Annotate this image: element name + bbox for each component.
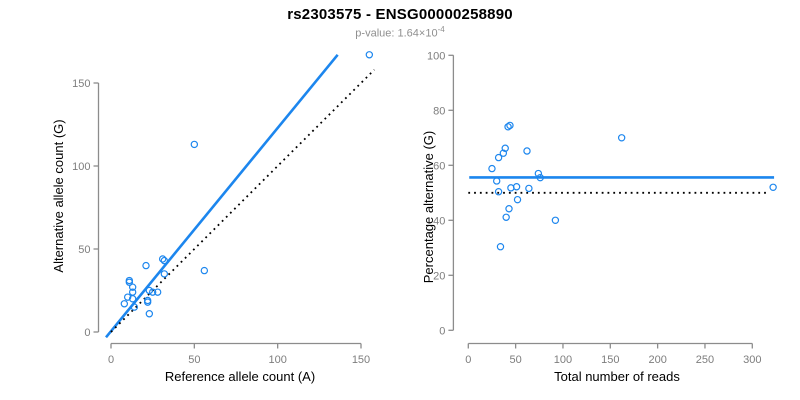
figure-subtitle: p-value: 1.64×10-4 — [0, 25, 800, 40]
data-point — [493, 177, 501, 185]
x-tick-label: 150 — [601, 354, 619, 366]
data-point — [496, 242, 505, 251]
allele-count-scatter-panel: 0 50 100 150 0 50 100 150 Reference allele count… — [51, 51, 375, 384]
data-point — [365, 51, 374, 59]
x-tick-label: 100 — [268, 354, 286, 366]
y-tick-label: 150 — [72, 78, 90, 90]
x-tick-label: 300 — [743, 354, 761, 366]
data-point — [190, 140, 199, 149]
x-axis-title: Reference allele count (A) — [165, 369, 315, 384]
x-tick-label: 0 — [108, 354, 114, 366]
data-point — [145, 310, 154, 318]
y-axis-title: Alternative allele count (G) — [51, 119, 66, 272]
data-point — [148, 288, 157, 296]
data-point — [499, 149, 508, 157]
y-tick-label: 60 — [433, 160, 445, 172]
x-tick-label: 100 — [554, 354, 572, 366]
data-point — [501, 144, 509, 152]
data-point — [617, 134, 626, 142]
data-point — [160, 270, 169, 278]
data-point — [158, 255, 167, 263]
data-point — [128, 283, 137, 291]
x-tick-label: 50 — [188, 354, 200, 366]
data-point — [494, 187, 503, 196]
percentage-scatter-panel: 0 50 100 150 200 250 300 0 20 40 60 80 100 Total numb… — [421, 50, 777, 384]
data-point — [143, 298, 152, 306]
regression-line — [104, 53, 339, 339]
x-tick-label: 50 — [510, 354, 522, 366]
data-point — [200, 266, 209, 275]
y-axis-title: Percentage alternative (G) — [421, 131, 436, 283]
x-tick-label: 200 — [648, 354, 666, 366]
pvalue-text: p-value: 1.64×10 — [355, 27, 438, 40]
data-point — [488, 164, 496, 173]
x-tick-label: 0 — [465, 354, 471, 366]
figure-title: rs2303575 - ENSG00000258890 — [287, 6, 513, 23]
y-tick-label: 0 — [84, 327, 90, 339]
data-point — [128, 295, 137, 303]
data-point — [160, 256, 169, 265]
data-point — [120, 300, 129, 308]
data-point — [142, 261, 150, 270]
data-point — [525, 184, 533, 193]
data-point — [504, 123, 512, 131]
data-point — [551, 216, 560, 224]
x-tick-label: 250 — [696, 354, 714, 366]
data-point — [494, 153, 503, 162]
data-point — [153, 288, 162, 296]
data-point — [534, 169, 543, 178]
data-point — [512, 183, 521, 191]
data-point — [130, 303, 139, 311]
data-point — [125, 278, 134, 286]
y-tick-label: 0 — [439, 325, 445, 337]
y-tick-label: 40 — [433, 215, 445, 227]
data-point — [536, 173, 544, 182]
x-tick-label: 150 — [352, 354, 370, 366]
data-point — [769, 183, 777, 191]
y-tick-label: 50 — [78, 244, 90, 256]
y-tick-label: 100 — [72, 161, 90, 173]
pvalue-exponent: -4 — [437, 25, 445, 34]
data-point — [513, 195, 522, 204]
y-tick-label: 100 — [427, 50, 445, 62]
x-axis-title: Total number of reads — [554, 369, 680, 384]
data-point — [502, 213, 510, 221]
identity-line — [110, 69, 375, 333]
data-point — [505, 205, 513, 213]
data-point — [123, 293, 132, 301]
data-point — [506, 121, 514, 130]
data-point — [523, 147, 531, 155]
y-tick-label: 80 — [433, 105, 445, 117]
y-tick-label: 20 — [433, 270, 445, 282]
